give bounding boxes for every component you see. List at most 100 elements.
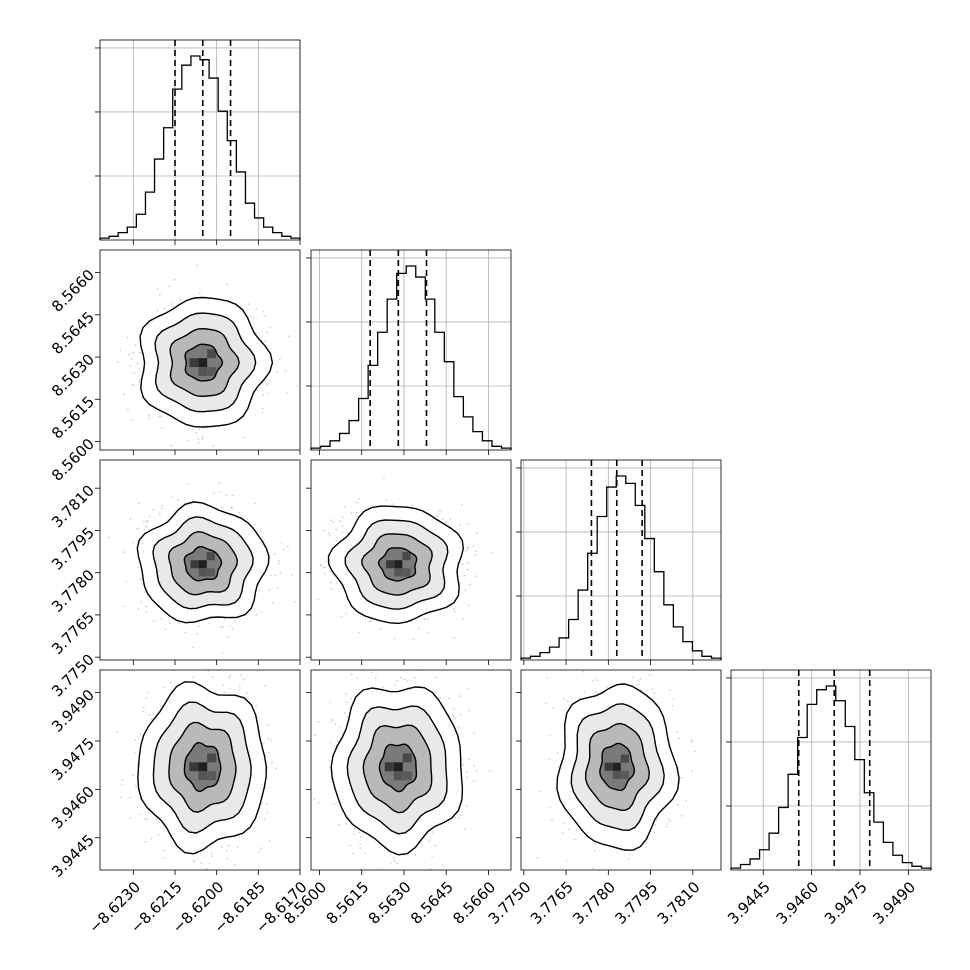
hist-panel-3 (516, 459, 722, 665)
scatter-point (147, 691, 150, 694)
scatter-point (208, 622, 211, 625)
scatter-point (213, 491, 215, 494)
scatter-point (139, 733, 142, 736)
density-cell (402, 568, 411, 577)
contour-line-1 (327, 505, 465, 625)
scatter-point (248, 303, 250, 306)
scatter-point (338, 520, 341, 523)
scatter-point (354, 827, 357, 830)
scatter-point (161, 507, 164, 510)
contour-line-4 (183, 741, 222, 793)
scatter-point (243, 678, 246, 681)
scatter-point (265, 331, 268, 334)
scatter-point (134, 739, 137, 742)
scatter-point (364, 852, 367, 855)
panel-frame (99, 249, 301, 451)
scatter-point (459, 582, 461, 584)
scatter-point (144, 817, 147, 820)
scatter-point (303, 579, 305, 581)
scatter-point (255, 331, 257, 334)
density-cell (198, 762, 208, 772)
scatter-point (358, 498, 361, 500)
scatter-point (378, 883, 380, 885)
density-cell (207, 349, 217, 359)
density-cell (402, 552, 411, 561)
scatter-point (330, 519, 332, 521)
scatter-point (337, 823, 340, 826)
scatter-point (332, 521, 335, 523)
scatter-point (469, 583, 471, 586)
scatter-point (403, 678, 406, 680)
scatter-point (445, 521, 448, 523)
panel-2-1 (95, 249, 301, 455)
scatter-point (353, 832, 356, 835)
scatter-point (453, 636, 456, 639)
scatter-point (317, 598, 320, 601)
scatter-point (253, 523, 256, 526)
scatter-point (160, 704, 163, 707)
panel-content (536, 670, 696, 869)
scatter-point (345, 692, 348, 695)
scatter-point (328, 534, 331, 537)
density-cell (402, 771, 412, 781)
scatter-point (137, 608, 140, 611)
scatter-point (457, 726, 460, 729)
scatter-point (431, 831, 434, 833)
scatter-point (200, 861, 202, 864)
scatter-point (463, 574, 466, 577)
scatter-point (453, 610, 456, 613)
scatter-point (468, 758, 470, 761)
scatter-point (436, 514, 439, 517)
scatter-point (133, 383, 135, 386)
scatter-point (231, 494, 234, 497)
scatter-point (218, 481, 221, 484)
scatter-point (122, 605, 125, 608)
scatter-point (142, 706, 145, 709)
contour-line-3 (362, 724, 433, 814)
density-cell (394, 568, 403, 577)
scatter-point (157, 834, 160, 836)
scatter-point (221, 651, 224, 654)
scatter-point (226, 857, 229, 860)
scatter-point (271, 761, 273, 764)
scatter-point (333, 803, 336, 805)
scatter-point (414, 853, 417, 856)
scatter-point (461, 503, 463, 506)
scatter-point (340, 615, 343, 618)
scatter-point (158, 294, 161, 296)
scatter-point (472, 544, 475, 547)
scatter-point (275, 767, 278, 770)
scatter-point (148, 515, 151, 518)
scatter-point (192, 859, 195, 862)
scatter-point (287, 335, 290, 338)
scatter-point (393, 637, 396, 640)
scatter-point (271, 601, 274, 604)
scatter-point (399, 665, 401, 667)
panel-content (313, 665, 491, 885)
scatter-point (206, 868, 209, 870)
scatter-point (473, 731, 475, 734)
scatter-point (568, 828, 570, 831)
scatter-point (274, 574, 276, 577)
scatter-point (549, 806, 552, 808)
scatter-point (220, 506, 223, 508)
scatter-point (145, 525, 148, 528)
contour-line-2 (154, 312, 257, 413)
scatter-point (325, 560, 328, 563)
scatter-point (654, 824, 657, 826)
scatter-point (260, 847, 263, 849)
scatter-point (136, 362, 139, 365)
scatter-point (330, 720, 332, 723)
scatter-point (159, 415, 162, 418)
scatter-point (338, 725, 341, 728)
scatter-point (158, 415, 161, 418)
scatter-point (330, 588, 333, 591)
scatter-point (273, 553, 276, 555)
scatter-point (139, 578, 142, 581)
scatter-point (238, 685, 241, 687)
density-cell (189, 358, 199, 368)
scatter-point (132, 774, 134, 777)
scatter-point (144, 841, 147, 844)
scatter-point (252, 327, 255, 329)
scatter-point (442, 865, 444, 867)
